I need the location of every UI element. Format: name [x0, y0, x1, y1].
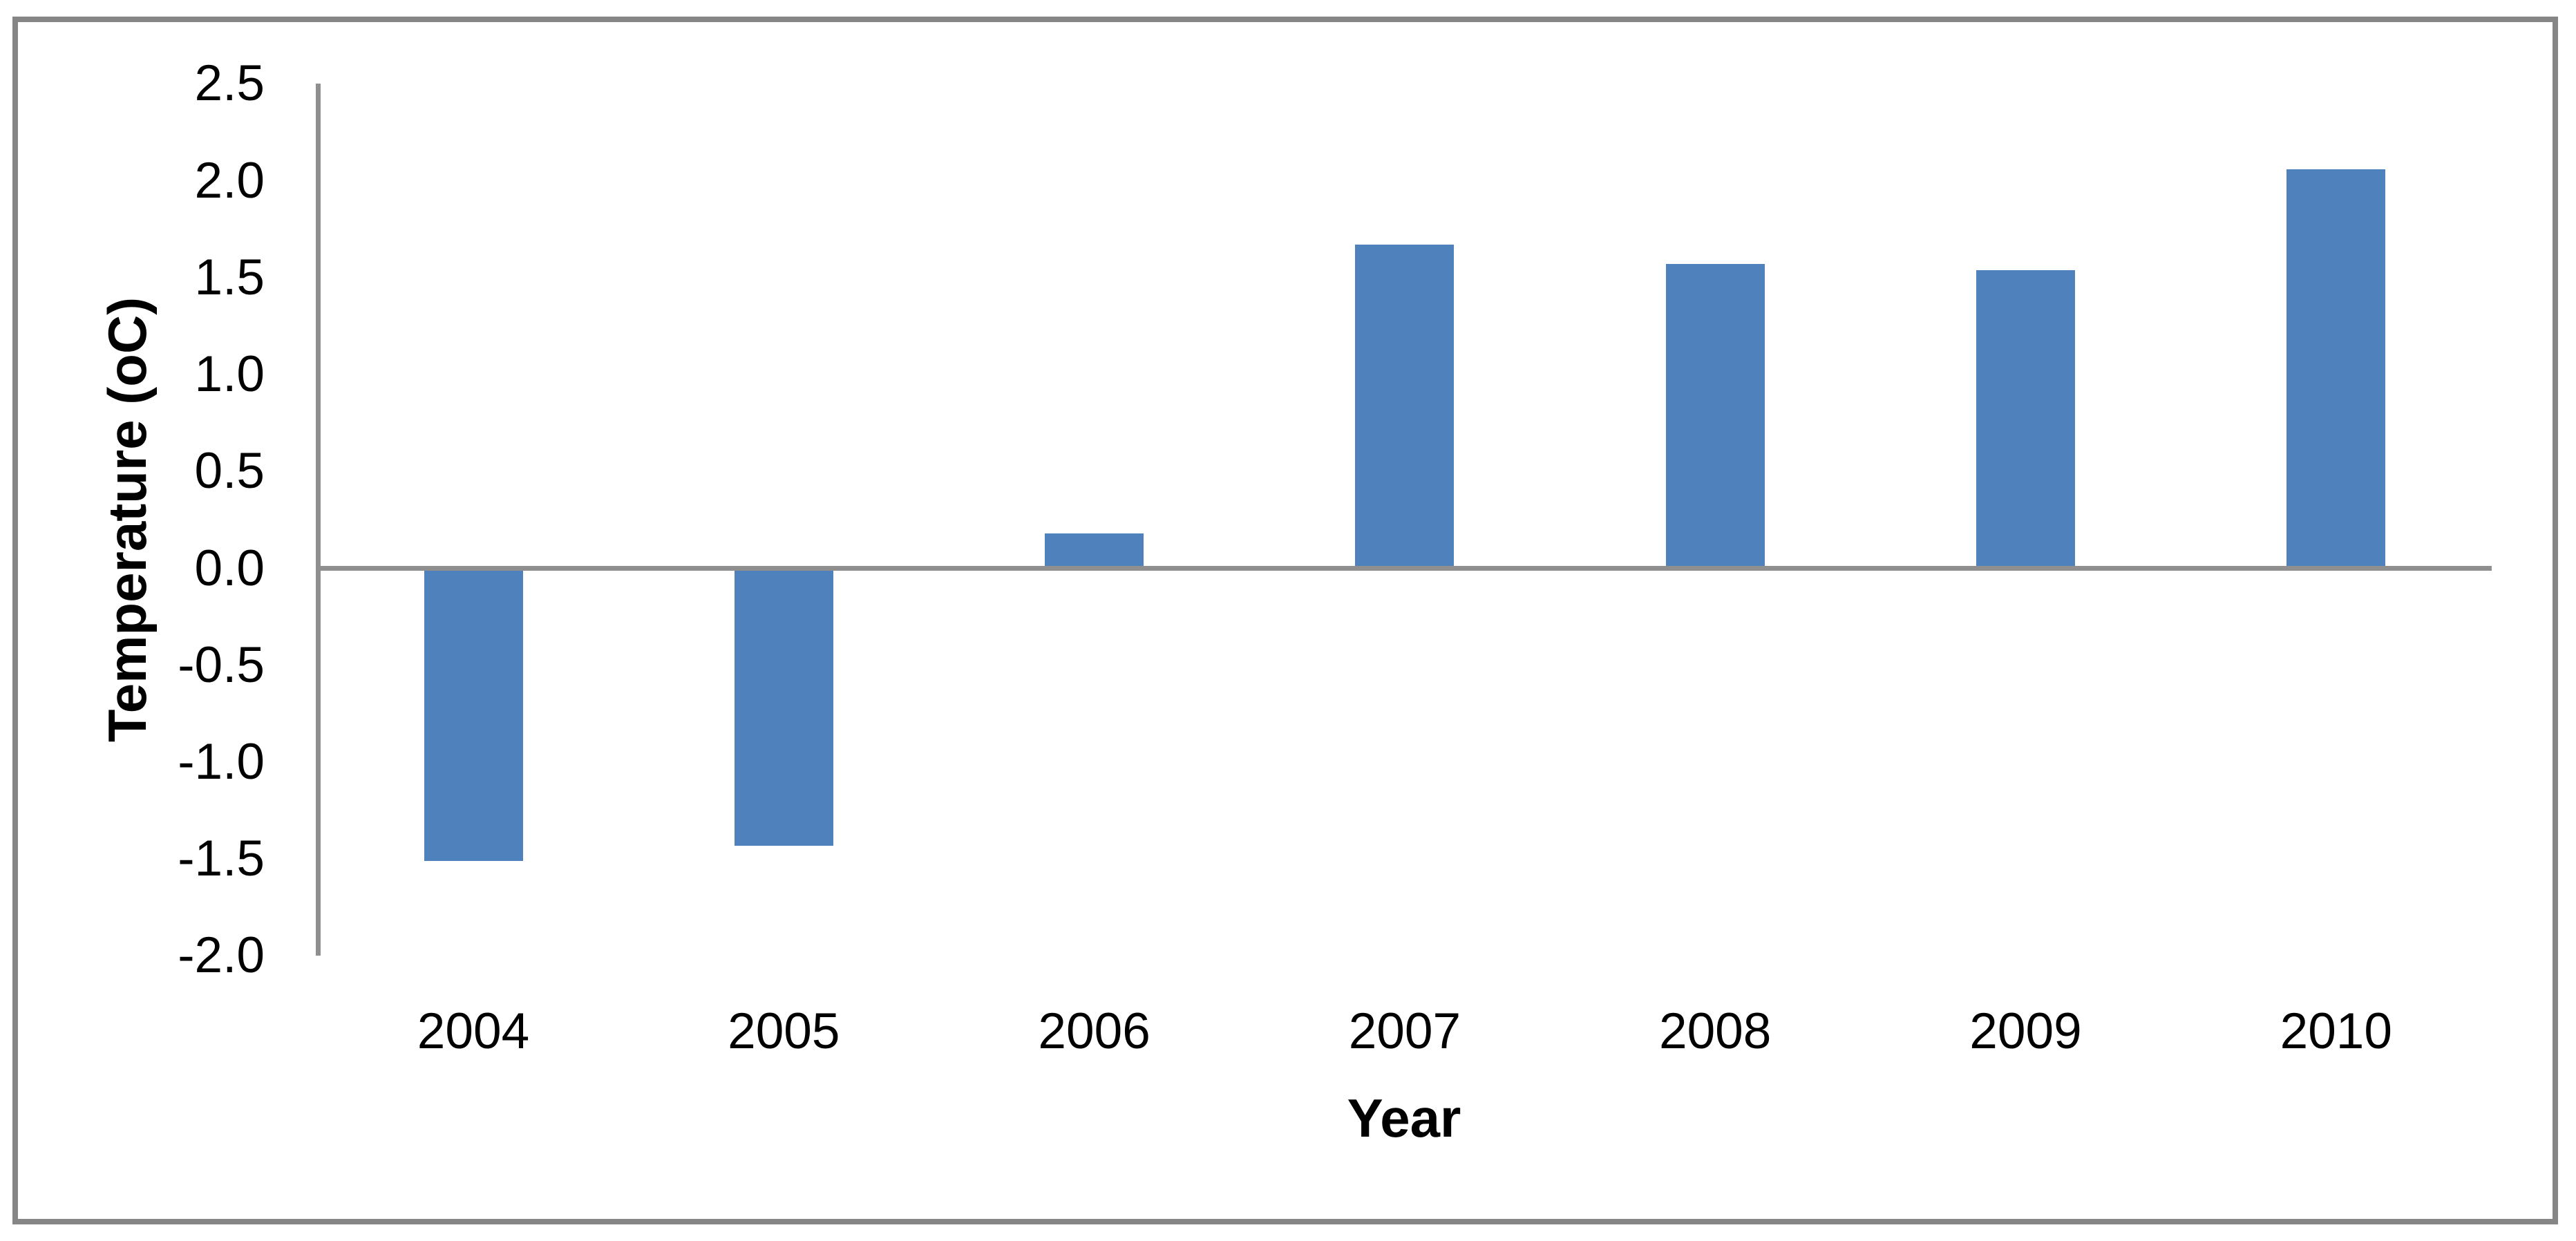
bar-2009: [1976, 269, 2075, 569]
bar-2010: [2286, 169, 2386, 569]
x-tick-label: 2010: [2280, 1003, 2392, 1059]
y-tick-label: 1.5: [194, 249, 265, 305]
x-axis-zero-line: [316, 566, 2492, 571]
y-tick-label: 2.0: [194, 152, 265, 209]
x-tick-label: 2007: [1348, 1003, 1461, 1059]
x-tick-label: 2004: [417, 1003, 530, 1059]
chart-outer-border: [12, 17, 2558, 1224]
y-tick-label: -0.5: [178, 636, 265, 693]
x-tick-label: 2005: [728, 1003, 840, 1059]
y-tick-label: -1.5: [178, 831, 265, 887]
bar-2005: [734, 568, 833, 846]
y-tick-label: 0.5: [194, 443, 265, 500]
y-tick-label: 2.5: [194, 55, 265, 112]
bar-2007: [1355, 245, 1455, 569]
x-tick-label: 2008: [1658, 1003, 1772, 1059]
y-tick-label: 1.0: [194, 346, 265, 403]
bar-2006: [1045, 533, 1144, 569]
bar-2008: [1665, 264, 1765, 569]
y-tick-label: -1.0: [178, 733, 265, 790]
bar-2004: [424, 568, 523, 861]
x-tick-label: 2009: [1969, 1003, 2082, 1059]
x-axis-title: Year: [1347, 1088, 1461, 1148]
y-axis-title: Temperature (oC): [97, 296, 158, 743]
y-tick-label: -2.0: [178, 927, 265, 984]
y-tick-label: 0.0: [194, 540, 265, 596]
y-axis-line: [316, 84, 321, 956]
x-tick-label: 2006: [1038, 1003, 1150, 1059]
